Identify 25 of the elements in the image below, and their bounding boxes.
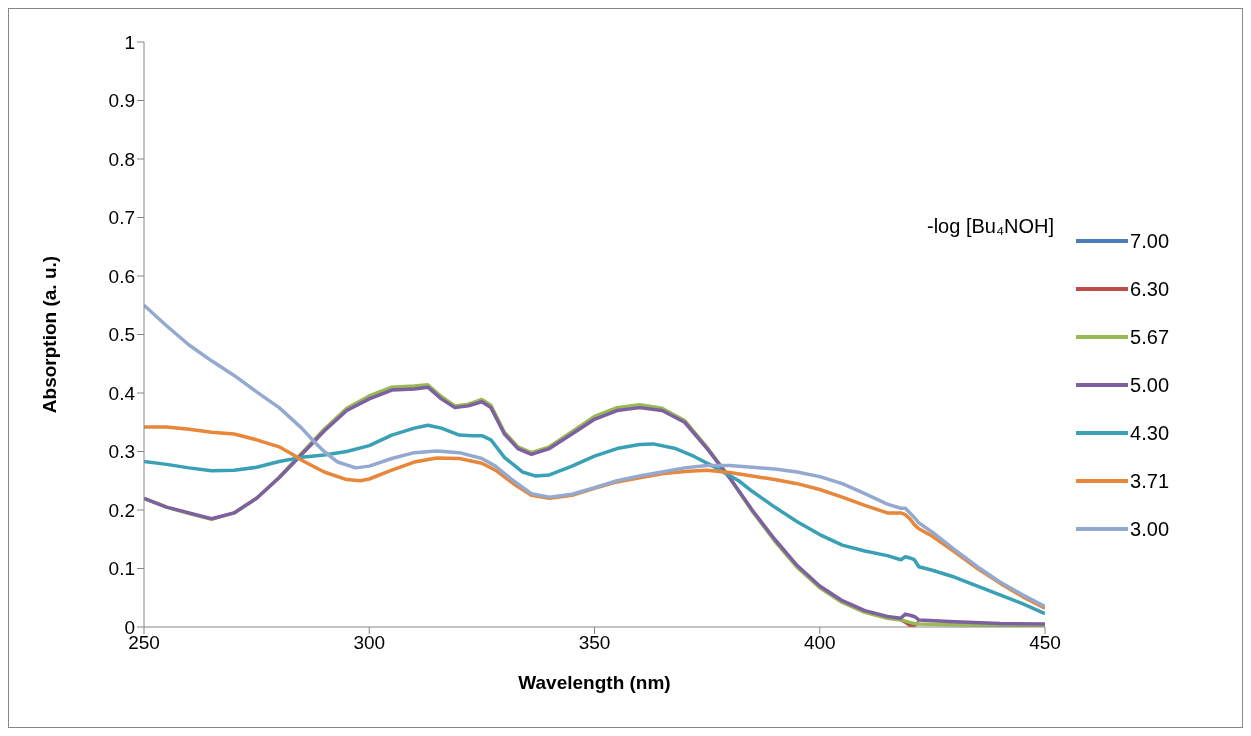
- x-tick-label: 350: [578, 632, 611, 654]
- y-tick-label: 0.8: [108, 148, 135, 170]
- y-tick-label: 1: [124, 31, 135, 53]
- legend-label: 4.30: [1130, 421, 1170, 445]
- x-tick-label: 450: [1029, 632, 1061, 654]
- legend-label: 6.30: [1130, 277, 1170, 301]
- legend-label: 7.00: [1130, 229, 1170, 253]
- y-axis-title: Absorption (a. u.): [38, 255, 60, 414]
- x-axis-title: Wavelength (nm): [518, 672, 671, 693]
- y-tick-label: 0.1: [108, 558, 135, 580]
- line-series: [144, 303, 1045, 609]
- y-tick-label: 0.2: [108, 499, 135, 521]
- legend-label: 5.67: [1130, 325, 1170, 349]
- y-tick-label: 0.6: [108, 265, 135, 287]
- legend-label: 5.00: [1130, 373, 1170, 397]
- x-tick-label: 300: [353, 632, 386, 654]
- y-tick-label: 0.5: [108, 324, 135, 346]
- legend-label: 3.71: [1130, 469, 1170, 493]
- x-tick-label: 400: [803, 632, 836, 654]
- y-tick-label: 0.9: [108, 90, 135, 112]
- y-tick-label: 0.7: [108, 207, 135, 229]
- legend-title: -log [Bu₄NOH]: [927, 215, 1055, 237]
- y-tick-label: 0.3: [108, 441, 135, 463]
- y-tick-label: 0.4: [108, 382, 136, 404]
- legend-label: 3.00: [1130, 517, 1170, 541]
